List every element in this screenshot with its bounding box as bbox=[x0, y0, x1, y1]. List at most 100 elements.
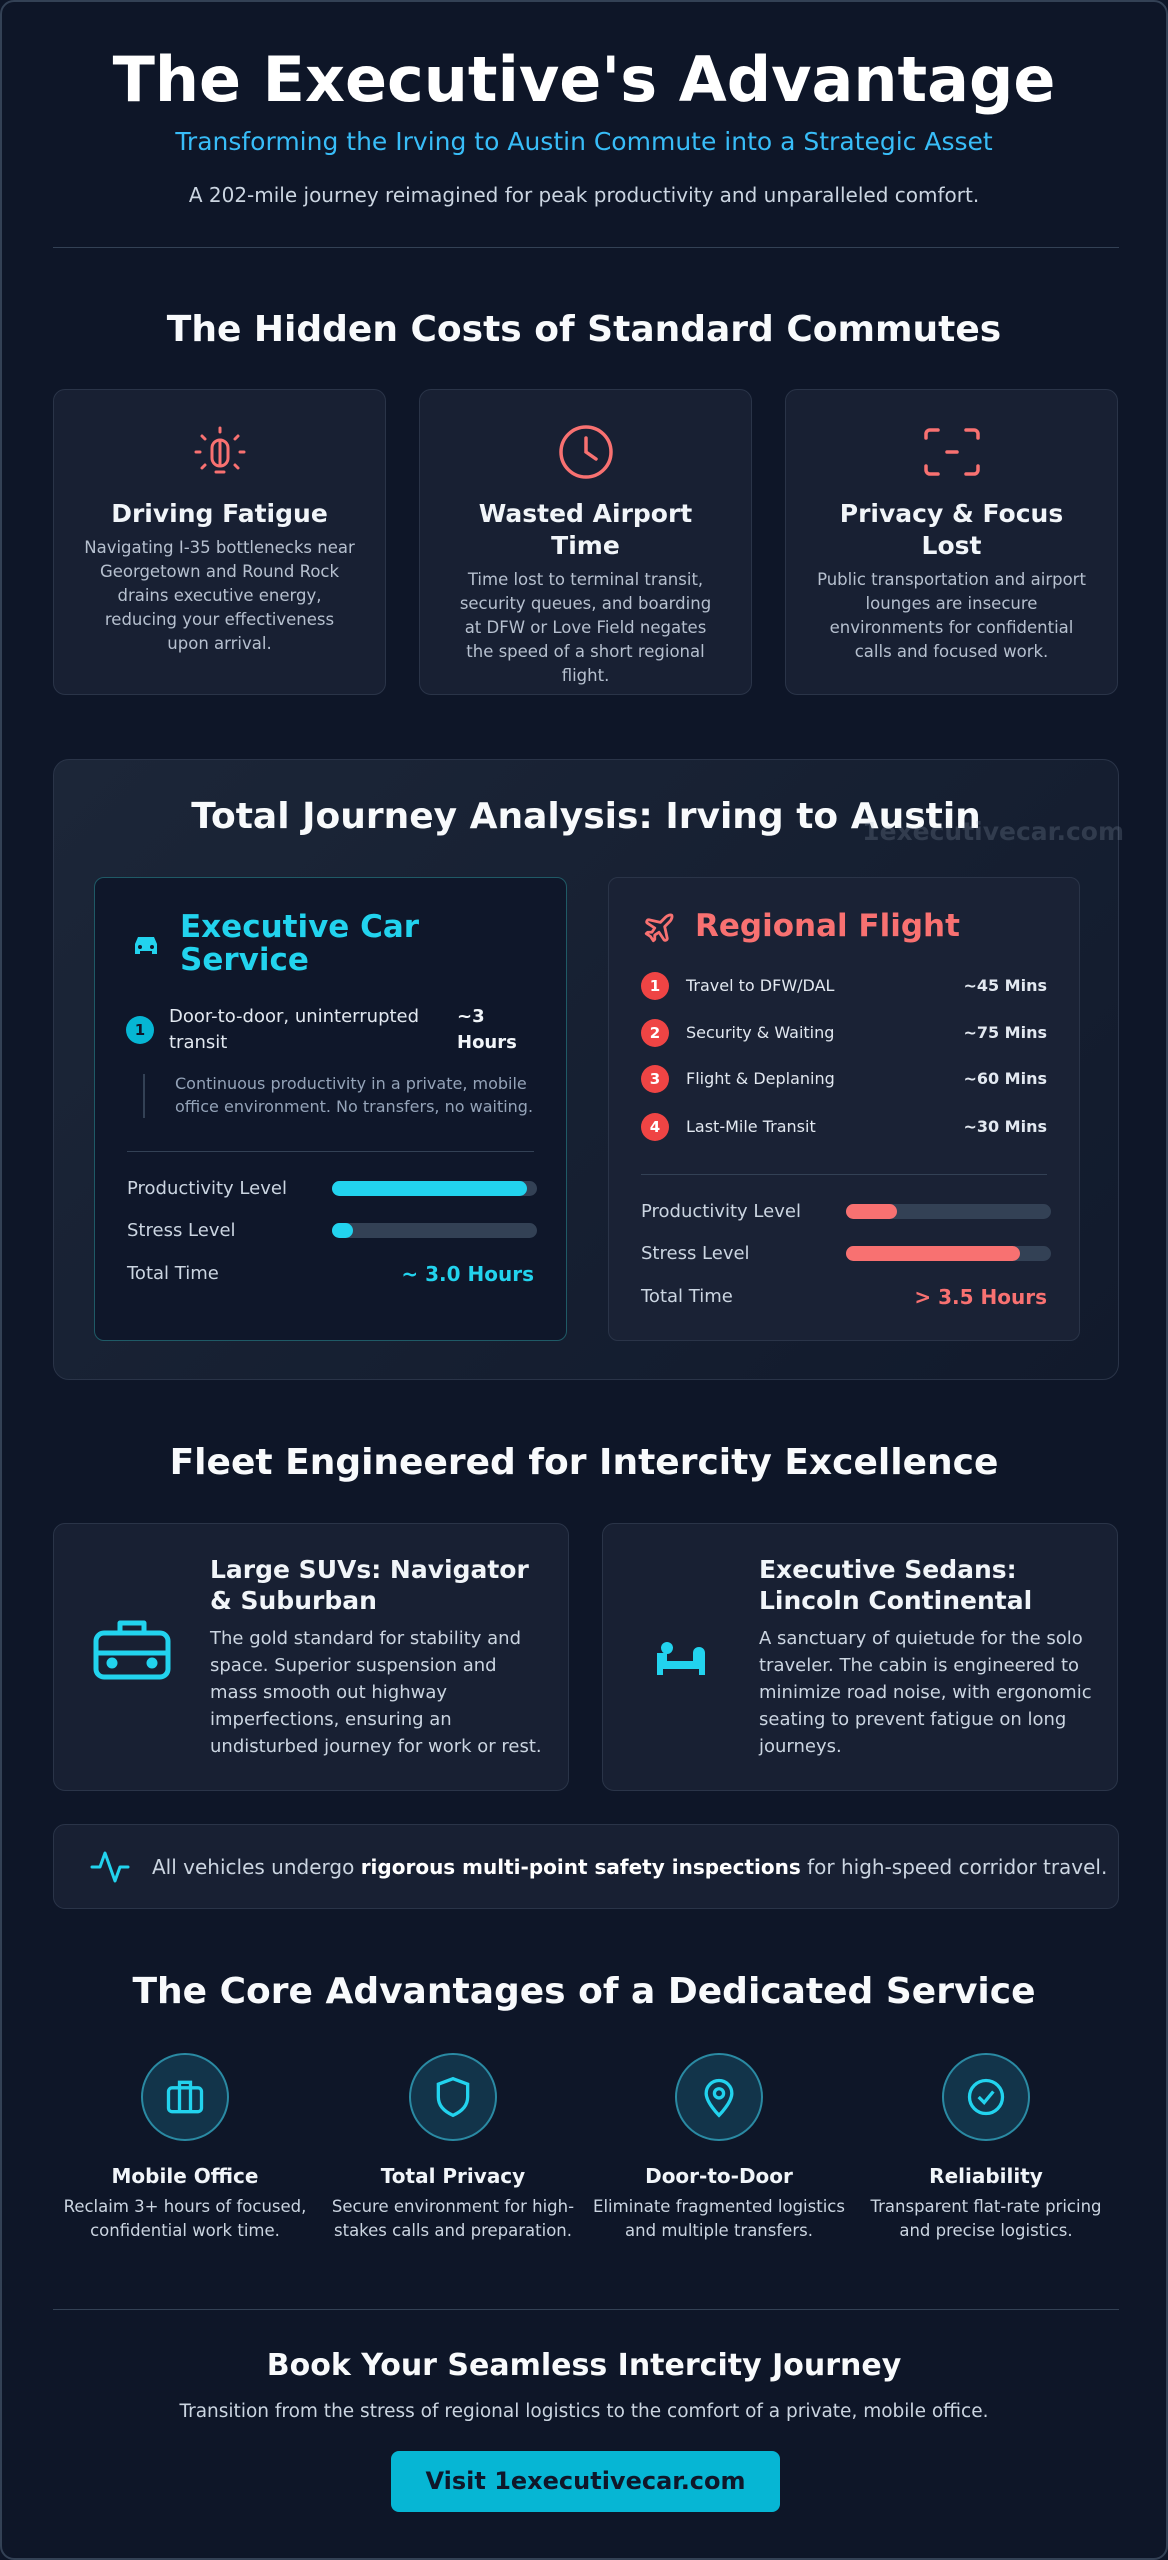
metric-label: Productivity Level bbox=[127, 1178, 287, 1199]
cta-button[interactable]: Visit 1executivecar.com bbox=[391, 2451, 780, 2512]
shield-icon bbox=[436, 2076, 470, 2118]
step-label: Last-Mile Transit bbox=[686, 1117, 816, 1136]
privacy-icon bbox=[923, 428, 980, 476]
cost-card: Wasted Airport Time Time lost to termina… bbox=[419, 389, 752, 695]
card-text: The gold standard for stability and spac… bbox=[210, 1628, 542, 1757]
text: for high-speed corridor travel. bbox=[807, 1855, 1108, 1879]
divider bbox=[53, 2309, 1119, 2310]
metric: Stress Level bbox=[127, 1216, 537, 1246]
step-time: ~75 Mins bbox=[963, 1023, 1047, 1042]
icon-circle bbox=[675, 2053, 763, 2141]
check-icon bbox=[967, 2078, 1005, 2116]
icon-circle bbox=[141, 2053, 229, 2141]
advantage: Mobile Office Reclaim 3+ hours of focused… bbox=[54, 2053, 316, 2243]
bar-track bbox=[846, 1204, 1051, 1219]
section-heading: Fleet Engineered for Intercity Excellenc… bbox=[169, 1442, 999, 1483]
card-title: Large SUVs: Navigator & Suburban bbox=[210, 1555, 529, 1615]
step: 4 Last-Mile Transit ~30 Mins bbox=[641, 1112, 1047, 1142]
metric-label: Total Time bbox=[641, 1286, 733, 1307]
divider bbox=[127, 1151, 534, 1152]
icon-circle bbox=[942, 2053, 1030, 2141]
subtitle: Transforming the Irving to Austin Commut… bbox=[175, 127, 993, 156]
step-time: ~30 Mins bbox=[963, 1117, 1047, 1136]
bar bbox=[846, 1246, 1021, 1261]
step: 1 Travel to DFW/DAL ~45 Mins bbox=[641, 971, 1047, 1001]
divider bbox=[53, 247, 1119, 248]
clock-icon bbox=[558, 425, 613, 479]
tagline: A 202-mile journey reimagined for peak p… bbox=[188, 183, 980, 207]
bar-track bbox=[332, 1181, 537, 1196]
bar bbox=[332, 1181, 527, 1196]
advantage-title: Total Privacy bbox=[380, 2164, 526, 2188]
metric: Total Time ~ 3.0 Hours bbox=[127, 1259, 534, 1289]
advantage-text: Transparent flat-rate pricing and precis… bbox=[870, 2197, 1102, 2240]
bar bbox=[332, 1223, 353, 1238]
title: The Executive's Advantage bbox=[112, 43, 1056, 116]
step-number: 1 bbox=[126, 1016, 154, 1044]
flight-card: Regional Flight 1 Travel to DFW/DAL ~45 Mi… bbox=[608, 877, 1080, 1341]
step-time: ~45 Mins bbox=[963, 976, 1047, 995]
bar bbox=[846, 1204, 898, 1219]
card-title: Privacy & Focus Lost bbox=[839, 499, 1064, 560]
section-heading: Total Journey Analysis: Irving to Austin bbox=[191, 796, 981, 837]
step-number: 3 bbox=[641, 1065, 669, 1093]
suv-icon bbox=[93, 1620, 171, 1680]
step-label: Security & Waiting bbox=[686, 1023, 835, 1042]
car-icon bbox=[135, 937, 157, 954]
step-label: Flight & Deplaning bbox=[686, 1069, 835, 1088]
metric: Productivity Level bbox=[641, 1197, 1051, 1227]
note: Continuous productivity in a private, mo… bbox=[175, 1074, 534, 1116]
card-title: Executive Sedans: Lincoln Continental bbox=[759, 1555, 1033, 1615]
briefcase-icon bbox=[166, 2080, 204, 2114]
bar-track bbox=[846, 1246, 1051, 1261]
step: 3 Flight & Deplaning ~60 Mins bbox=[641, 1064, 1047, 1094]
step-time: ~60 Mins bbox=[963, 1069, 1047, 1088]
total: > 3.5 Hours bbox=[914, 1285, 1047, 1309]
cta-text: Transition from the stress of regional l… bbox=[179, 2401, 989, 2422]
card-text: Public transportation and airport lounge… bbox=[817, 570, 1086, 661]
step-label: Door-to-door, uninterrupted transit bbox=[169, 1006, 420, 1053]
analysis-panel: Total Journey Analysis: Irving to Austin… bbox=[53, 759, 1124, 1380]
icon-circle bbox=[409, 2053, 497, 2141]
metric-label: Total Time bbox=[127, 1263, 219, 1284]
safety-banner: All vehicles undergo rigorous multi-poin… bbox=[53, 1824, 1119, 1909]
executive-card: Executive Car Service 1 Door-to-door, un… bbox=[94, 877, 567, 1341]
step-time: ~3 Hours bbox=[457, 1006, 517, 1053]
advantage-text: Eliminate fragmented logistics and multi… bbox=[593, 2197, 845, 2240]
plane-icon bbox=[644, 913, 674, 943]
metric-label: Stress Level bbox=[127, 1220, 236, 1241]
emphasis: rigorous multi-point safety inspections bbox=[360, 1855, 801, 1879]
metric: Stress Level bbox=[641, 1239, 1051, 1269]
fleet-card: Executive Sedans: Lincoln Continental A … bbox=[602, 1523, 1118, 1791]
advantage-title: Door-to-Door bbox=[645, 2164, 793, 2188]
total: ~ 3.0 Hours bbox=[401, 1262, 534, 1286]
advantage-text: Reclaim 3+ hours of focused, confidentia… bbox=[63, 2197, 307, 2240]
step-label: Travel to DFW/DAL bbox=[686, 976, 835, 995]
step-number: 4 bbox=[641, 1113, 669, 1141]
advantage: Reliability Transparent flat-rate pricing… bbox=[855, 2053, 1117, 2243]
step: 2 Security & Waiting ~75 Mins bbox=[641, 1018, 1047, 1048]
section-heading: The Core Advantages of a Dedicated Servi… bbox=[132, 1971, 1036, 2012]
step-number: 1 bbox=[641, 972, 669, 1000]
metric: Total Time > 3.5 Hours bbox=[641, 1282, 1047, 1312]
card-title: Executive Car Service bbox=[180, 909, 420, 978]
card-title: Wasted Airport Time bbox=[478, 499, 693, 560]
divider bbox=[641, 1174, 1047, 1175]
cost-card: Privacy & Focus Lost Public transportati… bbox=[785, 389, 1118, 695]
cta-heading: Book Your Seamless Intercity Journey bbox=[266, 2348, 902, 2383]
advantage: Total Privacy Secure environment for high… bbox=[322, 2053, 584, 2243]
fleet-card: Large SUVs: Navigator & Suburban The gol… bbox=[53, 1523, 569, 1791]
metric: Productivity Level bbox=[127, 1174, 537, 1204]
pulse-icon bbox=[90, 1851, 130, 1883]
step-number: 2 bbox=[641, 1019, 669, 1047]
advantage-title: Reliability bbox=[929, 2164, 1043, 2188]
note-rule bbox=[143, 1074, 145, 1118]
watermark: 1executivecar.com bbox=[862, 817, 1124, 846]
text: All vehicles undergo bbox=[152, 1855, 355, 1879]
bar-track bbox=[332, 1223, 537, 1238]
card-text: Time lost to terminal transit, security … bbox=[459, 570, 712, 685]
section-heading: The Hidden Costs of Standard Commutes bbox=[166, 309, 1002, 350]
pin-icon bbox=[704, 2078, 734, 2118]
card-title: Driving Fatigue bbox=[111, 499, 328, 528]
